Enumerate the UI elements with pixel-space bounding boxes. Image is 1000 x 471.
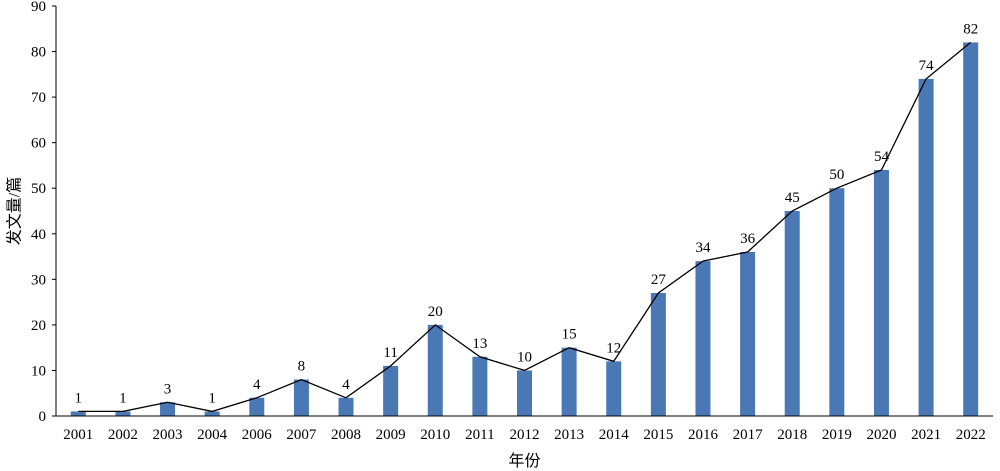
bar-2004	[204, 411, 220, 416]
data-label-2007: 8	[298, 359, 306, 375]
x-tick-label: 2019	[822, 427, 852, 443]
bar-2010	[427, 324, 443, 416]
y-tick-label: 50	[31, 181, 46, 197]
bar-2001	[70, 411, 86, 416]
bar-2014	[606, 361, 622, 416]
data-label-2006: 4	[253, 377, 261, 393]
x-axis-title: 年份	[508, 452, 540, 470]
y-tick-label: 0	[39, 409, 47, 425]
data-label-2004: 1	[208, 390, 216, 406]
bar-2009	[383, 365, 399, 416]
data-label-2022: 82	[963, 21, 978, 37]
data-label-2019: 50	[829, 167, 844, 183]
bar-2020	[873, 170, 889, 416]
x-tick-label: 2011	[465, 427, 494, 443]
x-tick-label: 2009	[376, 427, 406, 443]
data-label-2014: 12	[606, 340, 621, 356]
x-tick-label: 2002	[108, 427, 138, 443]
data-label-2018: 45	[785, 190, 800, 206]
x-tick-label: 2014	[599, 427, 630, 443]
data-label-2009: 11	[383, 345, 397, 361]
y-axis-ticks: 0 10 20 30 40 50 60 70 80 90	[31, 0, 56, 425]
bar-2013	[561, 347, 577, 416]
x-tick-label: 2015	[643, 427, 673, 443]
bar-2019	[829, 188, 845, 416]
bar-2018	[784, 211, 800, 416]
data-label-2011: 13	[472, 336, 487, 352]
x-tick-label: 2022	[956, 427, 986, 443]
x-tick-label: 2017	[733, 427, 764, 443]
trend-line	[78, 41, 972, 413]
bar-2008	[338, 397, 354, 416]
y-tick-label: 80	[31, 45, 46, 61]
y-tick-label: 60	[31, 136, 46, 152]
x-tick-label: 2013	[554, 427, 584, 443]
y-axis-title: 发文量/篇	[6, 177, 24, 245]
bars	[70, 42, 979, 416]
bar-2003	[160, 402, 176, 416]
data-label-2002: 1	[119, 390, 127, 406]
x-tick-label: 2001	[63, 427, 93, 443]
bar-2002	[115, 411, 131, 416]
data-label-2016: 34	[695, 240, 711, 256]
bar-2022	[963, 42, 979, 416]
data-label-2020: 54	[874, 149, 890, 165]
data-label-2015: 27	[651, 272, 667, 288]
bar-2017	[740, 252, 756, 416]
x-tick-label: 2020	[866, 427, 896, 443]
data-label-2003: 3	[164, 381, 172, 397]
data-label-2013: 15	[562, 327, 577, 343]
x-tick-label: 2007	[286, 427, 317, 443]
bar-2012	[517, 370, 532, 416]
y-tick-label: 30	[31, 272, 46, 288]
x-axis-ticks: 2001 2002 2003 2004 2006 2007 2008 2009 2010 2011…	[63, 427, 985, 443]
x-tick-label: 2012	[510, 427, 540, 443]
x-tick-label: 2021	[911, 427, 941, 443]
x-tick-label: 2003	[153, 427, 183, 443]
bar-2006	[249, 397, 265, 416]
y-tick-label: 40	[31, 227, 46, 243]
bar-2007	[293, 379, 309, 416]
data-label-2008: 4	[342, 377, 350, 393]
data-label-2001: 1	[75, 390, 83, 406]
data-label-2012: 10	[517, 349, 532, 365]
data-label-2010: 20	[428, 304, 443, 320]
x-tick-label: 2016	[688, 427, 719, 443]
y-tick-label: 70	[31, 90, 46, 106]
y-tick-label: 10	[31, 363, 46, 379]
x-tick-label: 2008	[331, 427, 361, 443]
x-tick-label: 2018	[777, 427, 807, 443]
data-label-2017: 36	[740, 231, 756, 247]
bar-2021	[918, 78, 934, 416]
x-tick-label: 2010	[420, 427, 450, 443]
y-tick-label: 90	[31, 0, 46, 15]
x-tick-label: 2006	[242, 427, 273, 443]
data-label-2021: 74	[919, 58, 935, 74]
bar-2016	[695, 261, 711, 416]
bar-2011	[472, 356, 488, 416]
y-tick-label: 20	[31, 318, 46, 334]
x-tick-label: 2004	[197, 427, 228, 443]
bar-2015	[650, 293, 666, 416]
